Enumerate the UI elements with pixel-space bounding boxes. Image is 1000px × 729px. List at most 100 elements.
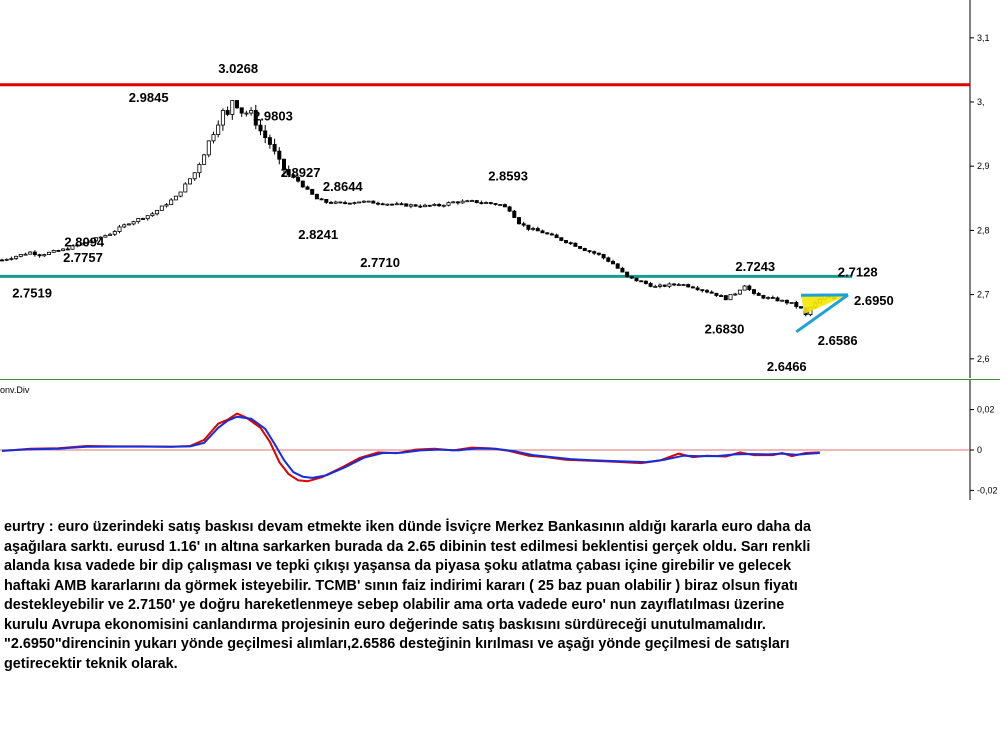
candle-body bbox=[545, 232, 550, 235]
candle-body bbox=[366, 200, 371, 203]
candle-body bbox=[183, 183, 188, 193]
price-annotation-label: 2.8593 bbox=[488, 168, 528, 183]
price-annotation-label: 2.7128 bbox=[838, 264, 878, 279]
candle-body bbox=[634, 277, 639, 282]
candle-body bbox=[220, 110, 225, 126]
candle-body bbox=[474, 200, 479, 203]
candle-body bbox=[780, 299, 785, 302]
price-tick-label: 2,8 bbox=[977, 225, 990, 235]
candle-body bbox=[672, 283, 677, 286]
candle-body bbox=[404, 203, 409, 207]
candle-body bbox=[192, 172, 197, 180]
triangle-lower-line bbox=[795, 293, 849, 334]
candle-body bbox=[89, 240, 94, 243]
candle-body bbox=[267, 137, 272, 145]
candle-body bbox=[263, 130, 268, 139]
price-annotation-label: 2.9803 bbox=[253, 109, 293, 124]
commentary-line: haftaki AMB kararlarını da görmek isteye… bbox=[4, 577, 798, 594]
candle-body bbox=[643, 280, 648, 284]
candle-body bbox=[206, 140, 211, 156]
candle-body bbox=[244, 112, 249, 115]
candle-body bbox=[380, 203, 385, 206]
candle-body bbox=[455, 201, 460, 204]
candle-body bbox=[216, 124, 221, 135]
price-annotation-label: 2.7243 bbox=[735, 259, 775, 274]
candle-body bbox=[427, 204, 432, 207]
candle-body bbox=[451, 201, 456, 204]
candle-body bbox=[559, 237, 564, 241]
price-panel: 3,1 3, 2,9 2,8 2,7 2,6 3.0268 2.9845 2.9803 2.89… bbox=[0, 0, 990, 378]
candle-body bbox=[502, 204, 507, 208]
candle-body bbox=[343, 202, 348, 204]
candle-body bbox=[775, 297, 780, 302]
candle-body bbox=[23, 253, 28, 256]
candle-body bbox=[747, 285, 752, 291]
candle-body bbox=[150, 213, 155, 217]
candle-body bbox=[507, 206, 512, 212]
candle-body bbox=[394, 203, 399, 206]
candle-body bbox=[535, 228, 540, 232]
candle-body bbox=[324, 198, 329, 203]
price-annotation-label: 2.7519 bbox=[12, 285, 52, 300]
candle-body bbox=[258, 124, 263, 132]
candle-body bbox=[761, 295, 766, 299]
candle-body bbox=[658, 284, 663, 287]
commentary-line: getirecektir teknik olarak. bbox=[4, 655, 178, 672]
candle-body bbox=[639, 280, 644, 283]
candle-body bbox=[794, 302, 799, 308]
candle-body bbox=[667, 283, 672, 287]
analysis-commentary: eurtry : euro üzerindeki satış baskısı d… bbox=[4, 518, 979, 674]
candle-body bbox=[117, 226, 122, 232]
candle-body bbox=[296, 177, 301, 182]
candle-body bbox=[446, 202, 451, 206]
candle-body bbox=[564, 240, 569, 244]
commentary-line: aşağılara sarktı. eurusd 1.16' ın altına… bbox=[4, 538, 811, 555]
candle-body bbox=[493, 203, 498, 205]
candle-body bbox=[140, 218, 145, 220]
price-annotation-label: 2.6586 bbox=[818, 333, 858, 348]
indicator-tick-label: 0,02 bbox=[977, 405, 995, 415]
candle-body bbox=[32, 251, 37, 256]
price-tick-label: 3, bbox=[977, 97, 985, 107]
indicator-tick-label: -0,02 bbox=[977, 485, 998, 495]
candle-body bbox=[164, 204, 169, 207]
candle-body bbox=[314, 193, 319, 200]
candle-body bbox=[469, 200, 474, 202]
price-annotation-label: 2.8241 bbox=[298, 227, 338, 242]
candle-body bbox=[131, 221, 136, 225]
candle-body bbox=[42, 254, 47, 257]
candle-body bbox=[51, 250, 56, 253]
candle-body bbox=[766, 297, 771, 299]
price-annotation-label: 2.7757 bbox=[63, 250, 103, 265]
candle-body bbox=[611, 261, 616, 265]
candle-body bbox=[723, 295, 728, 301]
candle-body bbox=[197, 164, 202, 174]
indicator-tick-label: 0 bbox=[977, 445, 982, 455]
candle-body bbox=[399, 203, 404, 206]
commentary-line: "2.6950"direncinin yukarı yönde geçilmes… bbox=[4, 636, 790, 652]
candle-body bbox=[465, 200, 470, 203]
candle-body bbox=[281, 158, 286, 170]
candle-body bbox=[653, 285, 658, 288]
candle-body bbox=[573, 242, 578, 247]
candle-body bbox=[789, 302, 794, 304]
candle-body bbox=[169, 199, 174, 205]
candle-body bbox=[4, 258, 9, 261]
candle-body bbox=[662, 284, 667, 287]
candle-body bbox=[418, 205, 423, 208]
candle-body bbox=[615, 263, 620, 269]
candle-body bbox=[686, 284, 691, 288]
candle-body bbox=[554, 234, 559, 239]
triangle-pattern bbox=[795, 293, 849, 334]
candle-body bbox=[225, 110, 230, 115]
candlestick-series bbox=[0, 100, 836, 317]
candle-body bbox=[549, 233, 554, 236]
candle-body bbox=[479, 202, 484, 204]
candle-body bbox=[526, 224, 531, 230]
candle-body bbox=[629, 276, 634, 279]
candle-body bbox=[408, 204, 413, 207]
candle-body bbox=[234, 100, 239, 109]
candle-body bbox=[47, 251, 52, 255]
candle-body bbox=[84, 241, 89, 244]
